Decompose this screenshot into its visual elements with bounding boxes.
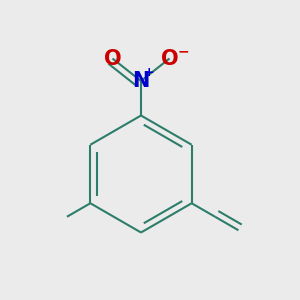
Text: N: N [132,71,150,91]
Text: O: O [104,49,121,68]
Text: −: − [177,44,189,58]
Text: +: + [144,66,155,79]
Text: O: O [161,49,178,68]
